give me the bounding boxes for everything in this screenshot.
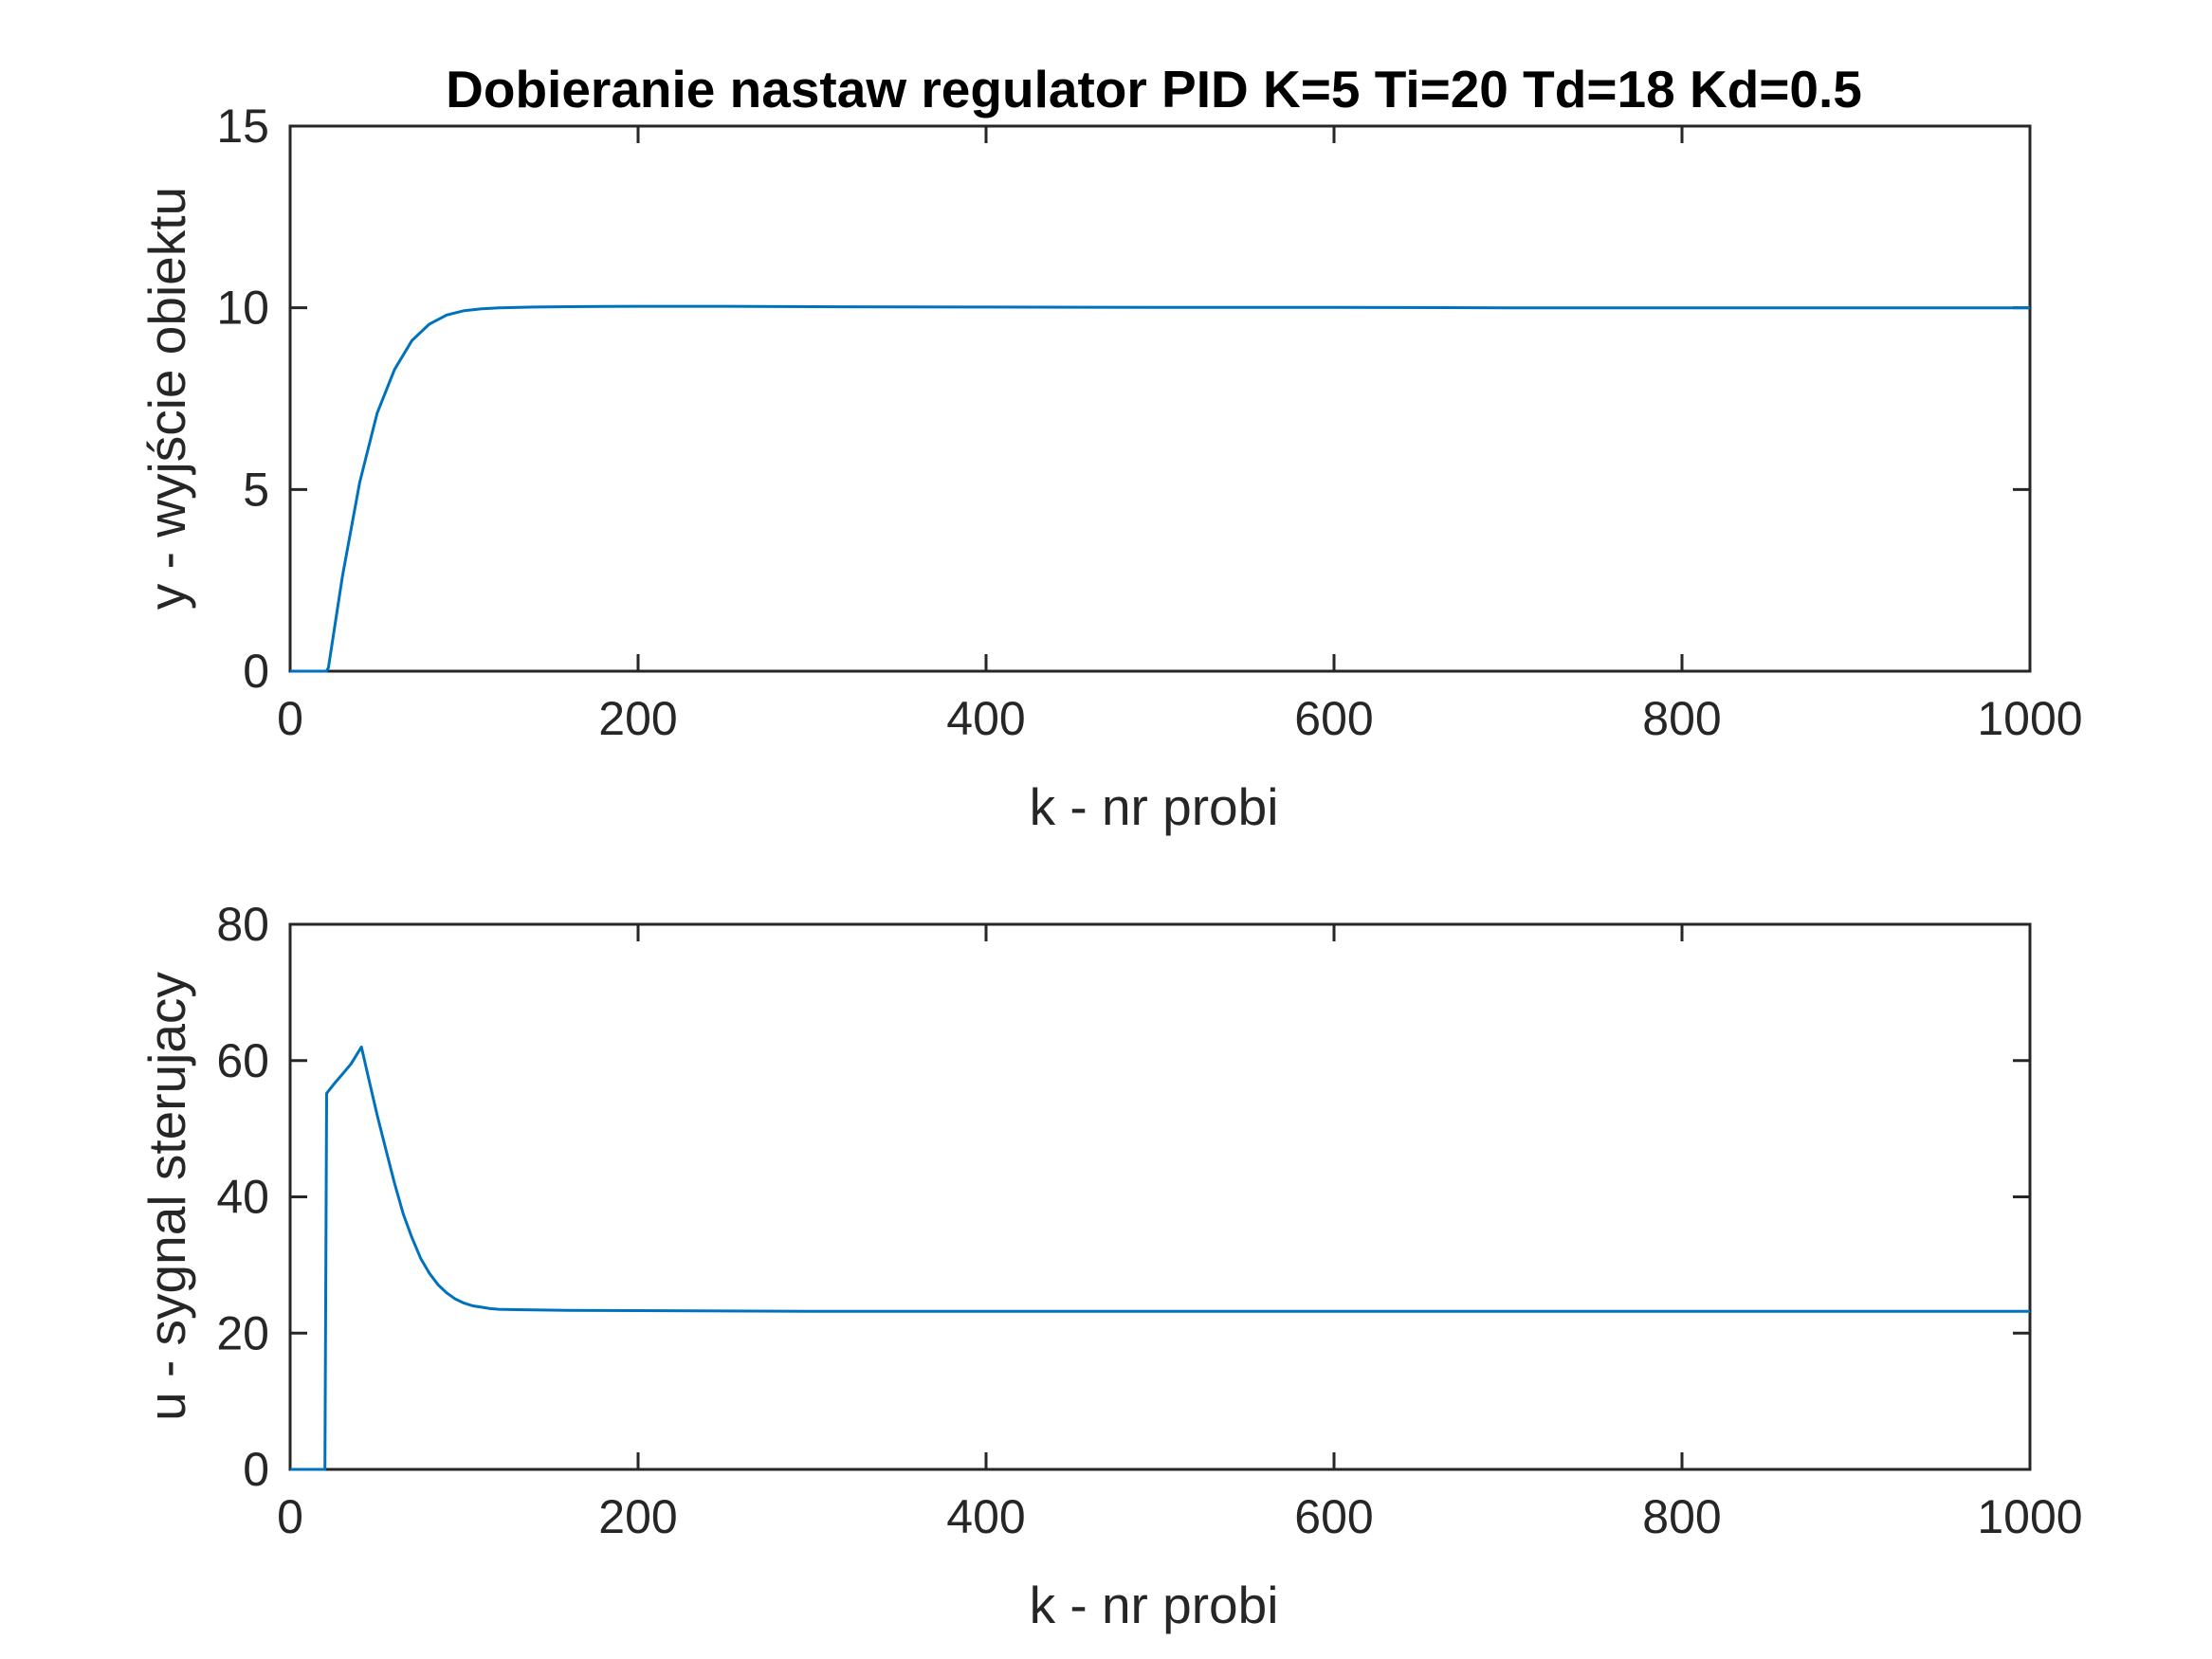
y-tick-label-1: 20: [216, 1306, 269, 1359]
y-ticks-bottom: 0 20 40 60 80: [216, 898, 2030, 1496]
plot-bottom: 0 200 400 600 800 1000 0 20 40 60 80 k - nr probi…: [137, 898, 2083, 1634]
y-tick-label-0: 0: [243, 645, 269, 698]
axes-box-bottom: [288, 922, 2032, 1471]
series-line-y: [290, 304, 2030, 673]
axes-box-top: [288, 124, 2032, 673]
x-tick-label-5: 1000: [1977, 1490, 2082, 1543]
x-tick-label-4: 800: [1642, 1490, 1721, 1543]
x-tick-label-3: 600: [1294, 692, 1373, 745]
x-ticks-top: 0 200 400 600 800 1000: [277, 126, 2083, 745]
plot-top: Dobieranie nastaw regulator PID K=5 Ti=2…: [137, 60, 2083, 836]
x-tick-label-4: 800: [1642, 692, 1721, 745]
x-tick-label-5: 1000: [1977, 692, 2082, 745]
y-axis-label-top: y - wyjście obiektu: [137, 187, 196, 610]
y-tick-label-4: 80: [216, 898, 269, 951]
y-ticks-top: 0 5 10 15: [216, 100, 2030, 698]
x-tick-label-2: 400: [946, 1490, 1025, 1543]
y-tick-label-3: 15: [216, 100, 269, 153]
x-tick-label-3: 600: [1294, 1490, 1373, 1543]
y-tick-label-2: 10: [216, 282, 269, 335]
chart-title: Dobieranie nastaw regulator PID K=5 Ti=2…: [446, 60, 1862, 118]
y-tick-label-0: 0: [243, 1443, 269, 1496]
y-tick-label-2: 40: [216, 1171, 269, 1224]
x-ticks-bottom: 0 200 400 600 800 1000: [277, 924, 2083, 1543]
x-tick-label-0: 0: [277, 1490, 303, 1543]
y-tick-label-1: 5: [243, 463, 269, 516]
x-tick-label-2: 400: [946, 692, 1025, 745]
x-tick-label-1: 200: [598, 1490, 677, 1543]
x-tick-label-1: 200: [598, 692, 677, 745]
x-axis-label-bottom: k - nr probi: [1030, 1576, 1279, 1634]
x-tick-label-0: 0: [277, 692, 303, 745]
y-tick-label-3: 60: [216, 1034, 269, 1087]
series-line-u: [290, 1045, 2030, 1471]
x-axis-label-top: k - nr probi: [1030, 777, 1279, 836]
y-axis-label-bottom: u - sygnal sterujacy: [137, 972, 196, 1421]
